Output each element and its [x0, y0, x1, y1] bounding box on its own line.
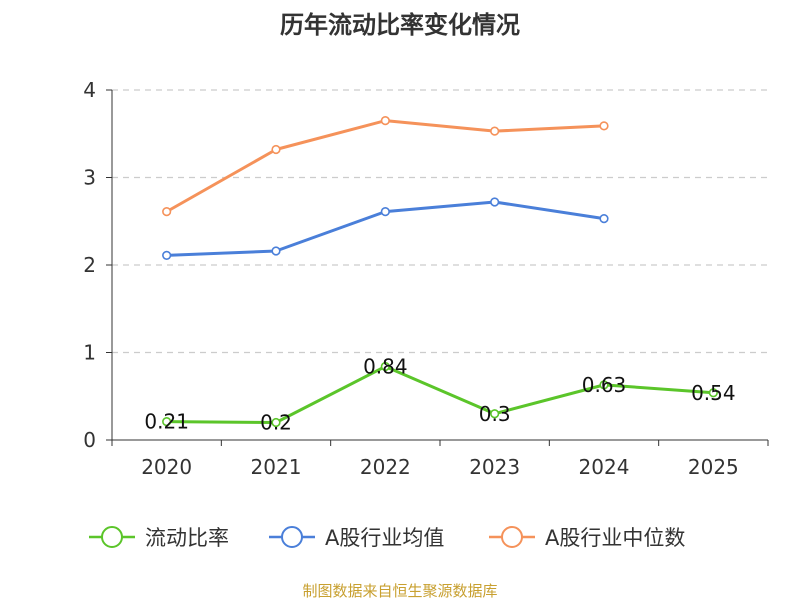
data-point-A股行业中位数-2020[interactable] — [162, 207, 172, 217]
data-point-流动比率-2020[interactable] — [162, 417, 172, 427]
legend-label-流动比率: 流动比率 — [145, 526, 229, 550]
x-tick-label-2023: 2023 — [469, 455, 520, 479]
data-point-流动比率-2023[interactable] — [490, 409, 500, 419]
series-A股行业中位数 — [162, 116, 609, 217]
data-point-A股行业均值-2024[interactable] — [599, 214, 609, 224]
axis-layer: 0 1 2 3 4 2020 2021 2022 2023 2024 2025 — [83, 78, 769, 479]
data-point-A股行业均值-2023[interactable] — [490, 197, 500, 207]
series-layer — [162, 116, 718, 428]
x-tick-label-2021: 2021 — [251, 455, 302, 479]
x-tick-label-2020: 2020 — [141, 455, 192, 479]
source-note: 制图数据来自恒生聚源数据库 — [302, 582, 497, 600]
x-tick-label-2024: 2024 — [579, 455, 630, 479]
data-point-A股行业均值-2022[interactable] — [380, 207, 390, 217]
y-tick-label-4: 4 — [83, 78, 96, 102]
legend-swatch-marker-A股行业中位数 — [501, 526, 523, 548]
data-point-A股行业中位数-2023[interactable] — [490, 126, 500, 136]
x-tick-label-2025: 2025 — [688, 455, 739, 479]
data-point-流动比率-2022[interactable] — [380, 361, 390, 372]
data-point-A股行业均值-2021[interactable] — [271, 246, 281, 256]
data-point-流动比率-2025[interactable] — [708, 388, 718, 398]
series-line-A股行业中位数 — [165, 119, 606, 214]
data-point-A股行业中位数-2022[interactable] — [380, 116, 390, 126]
data-point-A股行业均值-2020[interactable] — [162, 250, 172, 260]
legend[interactable]: 流动比率 A股行业均值 A股行业中位数 — [89, 526, 685, 550]
y-tick-label-0: 0 — [83, 428, 96, 452]
data-label-2023: 0.3 — [479, 402, 511, 426]
legend-label-A股行业均值: A股行业均值 — [325, 526, 444, 550]
series-A股行业均值 — [162, 197, 609, 260]
legend-item-A股行业中位数[interactable]: A股行业中位数 — [489, 526, 685, 550]
data-label-2022: 0.84 — [363, 355, 408, 379]
data-point-A股行业中位数-2021[interactable] — [271, 144, 281, 155]
data-label-2025: 0.54 — [691, 381, 736, 405]
data-point-A股行业中位数-2024[interactable] — [599, 121, 609, 131]
data-point-流动比率-2024[interactable] — [599, 380, 609, 390]
grid-layer — [112, 89, 768, 354]
data-label-2020: 0.21 — [144, 410, 189, 434]
x-tick-label-2022: 2022 — [360, 455, 411, 479]
legend-label-A股行业中位数: A股行业中位数 — [545, 526, 685, 550]
legend-item-A股行业均值[interactable]: A股行业均值 — [269, 526, 444, 550]
series-line-流动比率 — [165, 365, 715, 424]
legend-swatch-marker-A股行业均值 — [281, 526, 303, 548]
data-label-2024: 0.63 — [582, 373, 627, 397]
legend-item-流动比率[interactable]: 流动比率 — [89, 526, 229, 550]
data-label-2021: 0.2 — [260, 411, 292, 435]
y-tick-label-3: 3 — [83, 166, 96, 190]
y-tick-label-2: 2 — [83, 253, 96, 277]
legend-swatch-marker-流动比率 — [101, 526, 123, 548]
data-label-layer: 0.21 0.2 0.84 0.3 0.63 0.54 — [144, 355, 735, 435]
chart-title: 历年流动比率变化情况 — [280, 11, 520, 39]
data-point-流动比率-2021[interactable] — [271, 417, 281, 428]
series-流动比率 — [162, 361, 718, 428]
y-tick-label-1: 1 — [83, 341, 96, 365]
